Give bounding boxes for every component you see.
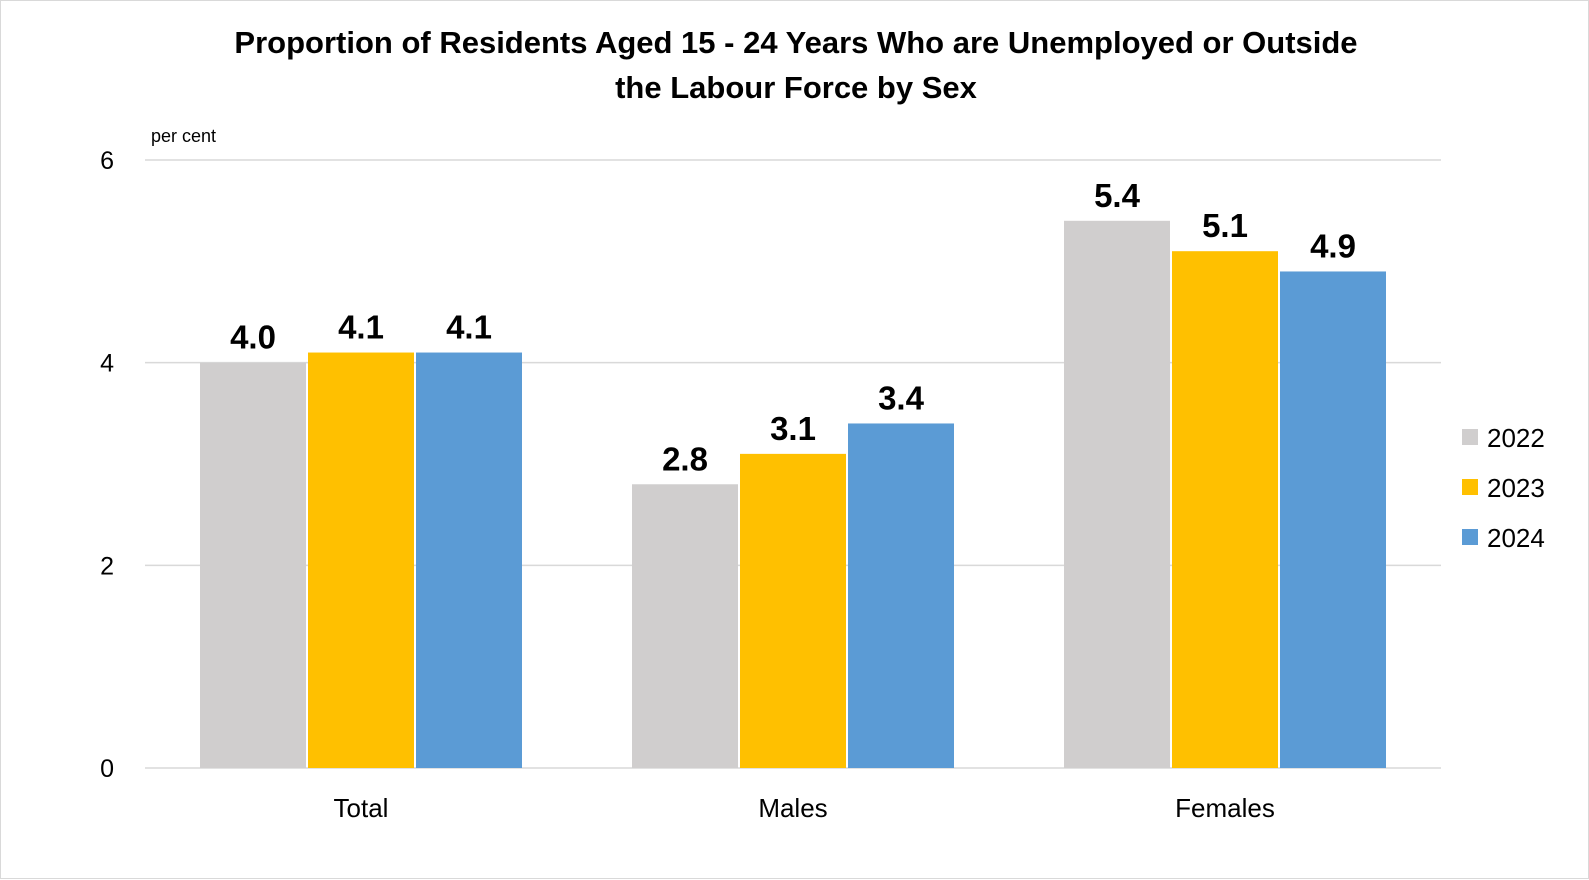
x-category-label-females: Females [1175, 793, 1275, 823]
value-label-males-2024: 3.4 [878, 379, 925, 416]
bar-females-2022 [1064, 220, 1170, 769]
value-label-total-2023: 4.1 [338, 309, 384, 346]
x-axis-categories: Total Males Females [334, 793, 1275, 823]
y-tick-label-0: 0 [100, 755, 114, 783]
bar-total-2022 [200, 362, 306, 768]
legend: 2022 2023 2024 [1462, 423, 1545, 553]
chart-title-line-2: the Labour Force by Sex [615, 70, 978, 105]
value-labels: 4.0 4.1 4.1 2.8 3.1 3.4 5.4 5.1 4.9 [230, 177, 1356, 477]
chart-title: Proportion of Residents Aged 15 - 24 Yea… [234, 25, 1357, 105]
x-category-label-total: Total [334, 793, 389, 823]
value-label-males-2022: 2.8 [662, 440, 708, 477]
value-label-total-2024: 4.1 [446, 309, 492, 346]
value-label-females-2022: 5.4 [1094, 177, 1141, 214]
value-label-females-2023: 5.1 [1202, 207, 1248, 244]
x-category-label-males: Males [758, 793, 827, 823]
bar-females-2024 [1280, 271, 1386, 768]
y-axis-ticks: 0 2 4 6 [100, 147, 114, 783]
value-label-males-2023: 3.1 [770, 410, 816, 447]
legend-label-2024: 2024 [1487, 523, 1545, 553]
bar-males-2024 [848, 423, 954, 768]
legend-swatch-2022 [1462, 429, 1478, 445]
chart-title-line-1: Proportion of Residents Aged 15 - 24 Yea… [234, 25, 1357, 60]
value-label-females-2024: 4.9 [1310, 227, 1356, 264]
bar-males-2022 [632, 484, 738, 768]
bar-males-2023 [740, 453, 846, 768]
y-tick-label-6: 6 [100, 147, 114, 175]
y-tick-label-4: 4 [100, 350, 114, 378]
value-label-total-2022: 4.0 [230, 319, 276, 356]
legend-label-2023: 2023 [1487, 473, 1545, 503]
bar-females-2023 [1172, 251, 1278, 768]
legend-label-2022: 2022 [1487, 423, 1545, 453]
legend-swatch-2024 [1462, 529, 1478, 545]
y-tick-label-2: 2 [100, 552, 114, 580]
y-axis-unit-label: per cent [151, 126, 216, 146]
bar-total-2023 [308, 352, 414, 768]
bars [200, 220, 1386, 769]
bar-total-2024 [416, 352, 522, 768]
legend-swatch-2023 [1462, 479, 1478, 495]
